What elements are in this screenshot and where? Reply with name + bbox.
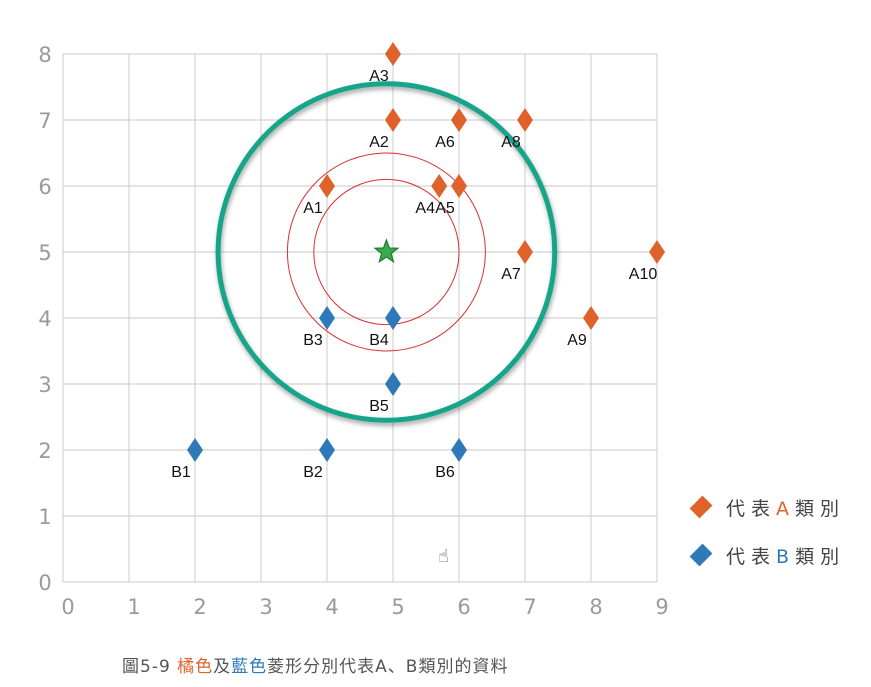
diamond-point-a3 (385, 42, 401, 66)
x-tick-label: 0 (61, 595, 74, 619)
query-point (373, 238, 400, 264)
point-label-b4: B4 (369, 332, 389, 349)
point-label-b3: B3 (303, 332, 323, 349)
figure-caption: 圖5-9 橘色及藍色菱形分別代表A、B類別的資料 (122, 652, 508, 677)
diamond-point-b1 (187, 438, 203, 462)
inner-neighborhood-circle (313, 178, 460, 326)
point-label-b2: B2 (303, 464, 323, 481)
y-tick-label: 6 (38, 175, 51, 199)
diamond-point-a6 (451, 108, 467, 132)
point-label-a9: A9 (567, 332, 587, 349)
outer-neighborhood-circle (215, 81, 558, 423)
diamond-point-a2 (385, 108, 401, 132)
legend-item-b: 代表B類別 (689, 542, 846, 569)
y-tick-label: 8 (38, 43, 51, 67)
diamond-point-a5 (451, 174, 467, 198)
diamond-point-b2 (319, 438, 335, 462)
legend-a-letter: A (776, 498, 796, 520)
diamond-point-b3 (319, 306, 335, 330)
diamond-point-a10 (649, 240, 665, 264)
caption-suffix: 菱形分別代表A、B類別的資料 (267, 657, 509, 677)
x-tick-label: 1 (127, 595, 140, 619)
legend-b-letter: B (776, 546, 796, 568)
neighborhood-circles (215, 81, 558, 423)
hand-pointer-icon: ☝ (438, 546, 449, 567)
y-tick-label: 5 (38, 241, 51, 265)
point-label-b5: B5 (369, 398, 389, 415)
point-label-b6: B6 (435, 464, 455, 481)
point-labels: A1 A2 A3 A4 A5 A6 A7 A8 A9 A10 B1 B2 B3 B4 B5 B6 (171, 68, 657, 481)
legend-b-prefix: 代表 (726, 546, 777, 568)
y-tick-label: 0 (38, 571, 51, 595)
diamond-point-a9 (583, 306, 599, 330)
diamond-point-b6 (451, 438, 467, 462)
diamond-point-a7 (517, 240, 533, 264)
y-tick-label: 2 (38, 439, 51, 463)
diamond-point-a8 (517, 108, 533, 132)
y-tick-label: 4 (38, 307, 51, 331)
x-tick-label: 4 (325, 595, 338, 619)
orange-diamond-icon (689, 495, 713, 519)
point-label-a6: A6 (435, 134, 455, 151)
point-label-a10: A10 (629, 266, 658, 283)
grid (62, 53, 658, 583)
diamond-point-a1 (319, 174, 335, 198)
diamond-point-b5 (385, 372, 401, 396)
legend-b-suffix: 類別 (795, 546, 846, 568)
y-tick-label: 7 (38, 109, 51, 133)
x-tick-label: 5 (391, 595, 404, 619)
point-label-a5: A5 (435, 200, 455, 217)
x-tick-label: 9 (655, 595, 668, 619)
caption-prefix: 圖5-9 (122, 657, 178, 677)
caption-mid: 及 (213, 657, 232, 677)
x-tick-label: 6 (457, 595, 470, 619)
point-label-a3: A3 (369, 68, 389, 85)
caption-blue-word: 藍色 (231, 657, 268, 677)
inner-neighborhood-circle (286, 152, 486, 352)
x-tick-label: 7 (523, 595, 536, 619)
axis-ticks: 0 1 2 3 4 5 6 7 8 9 0 1 2 3 4 5 6 7 8 (38, 43, 668, 619)
query-star-icon (373, 238, 400, 264)
y-tick-label: 1 (38, 505, 51, 529)
diamond-point-b4 (385, 306, 401, 330)
x-tick-label: 3 (259, 595, 272, 619)
point-label-a1: A1 (303, 200, 323, 217)
y-tick-label: 3 (38, 373, 51, 397)
caption-orange-word: 橘色 (177, 657, 214, 677)
x-tick-label: 2 (193, 595, 206, 619)
x-tick-label: 8 (589, 595, 602, 619)
point-label-a4: A4 (415, 200, 435, 217)
legend-a-suffix: 類別 (795, 498, 846, 520)
point-label-b1: B1 (171, 464, 191, 481)
blue-diamond-icon (689, 543, 713, 567)
point-label-a8: A8 (501, 134, 521, 151)
legend-a-prefix: 代表 (726, 498, 777, 520)
legend-item-a: 代表A類別 (689, 494, 846, 521)
point-label-a2: A2 (369, 134, 389, 151)
point-label-a7: A7 (501, 266, 521, 283)
diamond-point-a4 (431, 174, 448, 198)
data-points (187, 42, 665, 462)
